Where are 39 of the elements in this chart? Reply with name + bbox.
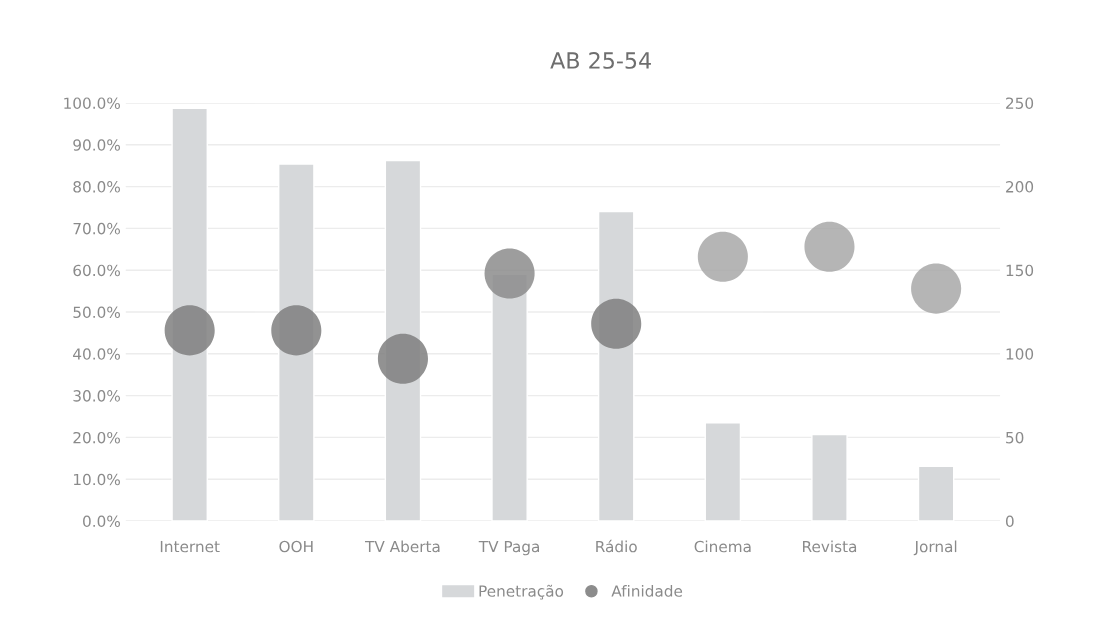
y-tick-label: 0.0%: [83, 515, 120, 528]
point: [911, 263, 962, 314]
x-tick-label: Rádio: [596, 539, 637, 553]
x-tick-label: Jornal: [913, 540, 957, 556]
y-tick-label: 20.0%: [73, 431, 120, 444]
y2-tick-label: 200: [1006, 181, 1034, 193]
y-tick-label: 100.0%: [64, 97, 120, 109]
point: [271, 305, 322, 356]
y2-tick-label: 100: [1006, 348, 1034, 360]
legend-label: Penetração: [479, 584, 564, 600]
y-tick-label: 70.0%: [73, 222, 120, 235]
y-tick-label: 90.0%: [73, 139, 120, 151]
point: [377, 333, 428, 384]
point: [591, 298, 642, 349]
point: [804, 221, 855, 272]
y-tick-label: 30.0%: [73, 390, 120, 402]
bar: [811, 433, 848, 522]
y-tick-label: 80.0%: [73, 181, 120, 193]
point: [164, 305, 215, 356]
y2-tick-label: 250: [1006, 97, 1034, 109]
x-tick-label: Internet: [160, 540, 220, 553]
y-tick-label: 40.0%: [73, 348, 120, 360]
legend-label: Afinidade: [611, 584, 683, 597]
chart-title: AB 25-54: [550, 52, 651, 69]
bar: [704, 422, 742, 522]
y-tick-label: 50.0%: [73, 306, 120, 319]
point: [484, 248, 535, 299]
point: [697, 231, 748, 282]
y2-tick-label: 50: [1006, 431, 1024, 444]
x-tick-label: TV Paga: [478, 540, 539, 556]
y2-tick-label: 0: [1005, 515, 1014, 528]
y2-tick-label: 150: [1006, 264, 1034, 277]
y-tick-label: 10.0%: [73, 473, 120, 486]
x-tick-label: Revista: [803, 540, 857, 553]
y-tick-label: 60.0%: [73, 264, 120, 277]
x-tick-label: TV Aberta: [364, 540, 440, 553]
x-tick-label: Cinema: [694, 540, 751, 553]
x-tick-label: OOH: [279, 540, 313, 553]
bar: [917, 465, 955, 522]
